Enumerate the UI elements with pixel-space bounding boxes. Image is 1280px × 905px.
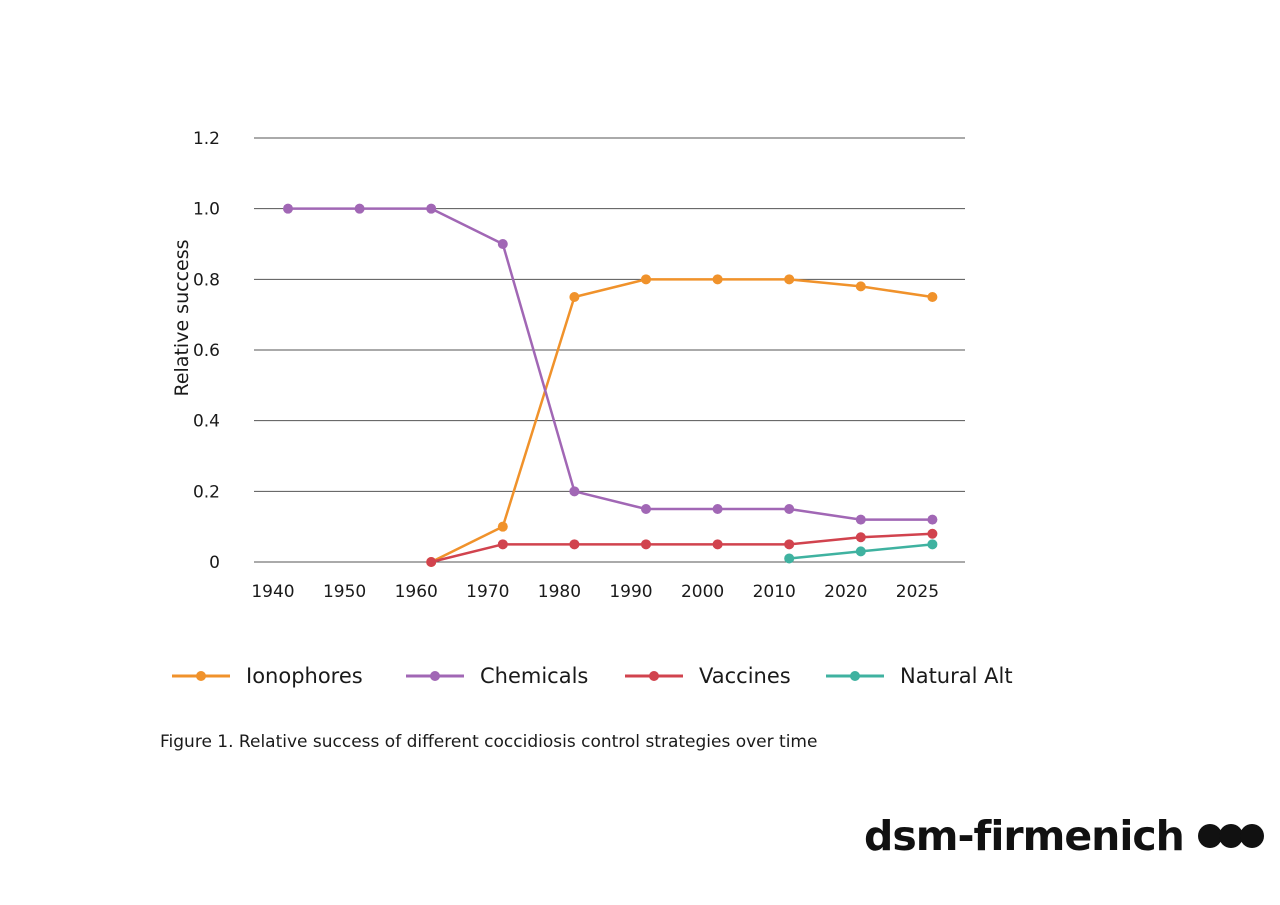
x-tick-label: 1990	[609, 582, 652, 602]
x-tick-label: 1960	[395, 582, 438, 602]
x-tick-label: 2025	[896, 582, 939, 602]
data-point-chemicals	[283, 203, 293, 214]
x-tick-label: 2010	[753, 582, 796, 602]
data-point-chemicals	[784, 504, 795, 514]
x-tick-label: 1950	[323, 582, 366, 602]
data-point-vaccines	[855, 532, 866, 543]
y-tick-label: 0.6	[193, 341, 220, 361]
data-point-chemicals	[426, 203, 437, 214]
x-tick-label: 1970	[466, 582, 509, 602]
legend-item-natural-alt: Natural Alt	[826, 664, 1013, 688]
y-tick-label: 0.8	[193, 270, 220, 290]
x-tick-label: 2000	[681, 582, 724, 602]
data-point-vaccines	[426, 557, 437, 567]
x-tick-label: 1940	[251, 582, 294, 602]
data-point-ionophores	[784, 274, 795, 285]
y-axis-title: Relative success	[171, 240, 193, 397]
legend-label: Natural Alt	[900, 664, 1013, 688]
data-point-chemicals	[712, 504, 723, 514]
data-point-chemicals	[855, 514, 866, 525]
y-tick-label: 1.0	[193, 200, 220, 220]
legend-item-ionophores: Ionophores	[172, 664, 363, 688]
y-tick-label: 0.4	[193, 412, 220, 432]
data-point-vaccines	[497, 539, 508, 550]
data-point-ionophores	[712, 274, 723, 285]
gridlines	[254, 137, 965, 563]
data-point-ionophores	[855, 281, 866, 292]
series-lines	[283, 203, 938, 567]
legend-item-vaccines: Vaccines	[625, 664, 791, 688]
legend-swatch-marker	[649, 671, 659, 681]
legend-label: Vaccines	[699, 664, 791, 688]
legend-label: Chemicals	[480, 664, 588, 688]
data-point-ionophores	[497, 521, 508, 532]
data-point-ionophores	[927, 292, 938, 302]
x-tick-label: 1980	[538, 582, 581, 602]
legend-swatch-marker	[430, 671, 440, 681]
data-point-chemicals	[497, 239, 508, 249]
legend-item-chemicals: Chemicals	[406, 664, 588, 688]
brand-wordmark: dsm-firmenich	[864, 812, 1185, 860]
data-point-natural-alt	[784, 553, 795, 564]
series-chemicals	[283, 203, 938, 525]
series-line-chemicals	[288, 207, 933, 521]
data-point-vaccines	[927, 528, 938, 539]
series-line-vaccines	[430, 532, 933, 564]
figure-caption: Figure 1. Relative success of different …	[160, 732, 818, 752]
legend: Ionophores Chemicals Vaccines Natural Alt	[172, 664, 1013, 688]
data-point-chemicals	[641, 504, 651, 514]
y-tick-label: 0	[209, 553, 220, 573]
data-point-vaccines	[712, 539, 723, 550]
data-point-chemicals	[927, 514, 938, 525]
data-point-vaccines	[784, 539, 795, 550]
data-point-vaccines	[569, 539, 580, 550]
x-tick-labels: 1940 1950 1960 1970 1980 1990 2000 2010 2020 2025	[251, 582, 939, 602]
y-tick-label: 1.2	[193, 129, 220, 149]
data-point-chemicals	[569, 486, 580, 497]
x-tick-label: 2020	[824, 582, 867, 602]
three-dots-logo-icon	[1197, 824, 1264, 848]
y-tick-label: 0.2	[193, 482, 220, 502]
legend-swatch-marker	[850, 671, 860, 681]
data-point-vaccines	[641, 539, 651, 550]
logo-dot	[1239, 824, 1264, 848]
series-natural-alt	[784, 539, 938, 564]
y-tick-labels: 0 0.2 0.4 0.6 0.8 1.0 1.2	[193, 129, 220, 573]
data-point-natural-alt	[855, 546, 866, 557]
series-line-ionophores	[430, 278, 933, 564]
series-ionophores	[426, 274, 938, 567]
data-point-ionophores	[569, 292, 580, 302]
logo-dot	[1218, 824, 1243, 848]
logo-dot	[1197, 824, 1222, 848]
data-point-ionophores	[641, 274, 651, 285]
data-point-natural-alt	[927, 539, 938, 550]
brand-logo: dsm-firmenich	[864, 808, 1264, 864]
legend-label: Ionophores	[246, 664, 363, 688]
series-vaccines	[426, 528, 938, 567]
data-point-chemicals	[354, 203, 365, 214]
legend-swatch-marker	[196, 671, 206, 681]
